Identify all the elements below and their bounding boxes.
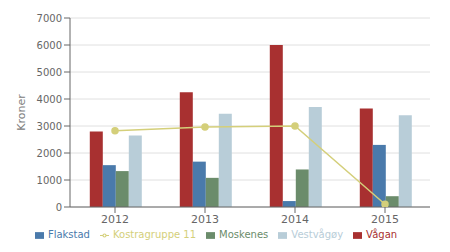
svg-text:0: 0 <box>56 202 62 213</box>
svg-text:2000: 2000 <box>37 148 62 159</box>
svg-text:2015: 2015 <box>371 213 399 226</box>
svg-text:6000: 6000 <box>37 40 62 51</box>
svg-text:5000: 5000 <box>37 67 62 78</box>
html-text:Vågan: Vågan <box>366 229 398 240</box>
svg-text:2013: 2013 <box>191 213 219 226</box>
html-text:Flakstad: Flakstad <box>47 229 90 240</box>
html-text:Moskenes: Moskenes <box>219 229 269 240</box>
html-text:Kostragruppe 11: Kostragruppe 11 <box>113 229 197 240</box>
svg-text:7000: 7000 <box>37 13 62 24</box>
html-text:Vestvågøy: Vestvågøy <box>291 229 344 240</box>
svg-text:Kroner: Kroner <box>15 94 28 131</box>
svg-text:4000: 4000 <box>37 94 62 105</box>
svg-text:1000: 1000 <box>37 175 62 186</box>
svg-text:3000: 3000 <box>37 121 62 132</box>
svg-text:2012: 2012 <box>101 213 129 226</box>
svg-text:2014: 2014 <box>281 213 309 226</box>
